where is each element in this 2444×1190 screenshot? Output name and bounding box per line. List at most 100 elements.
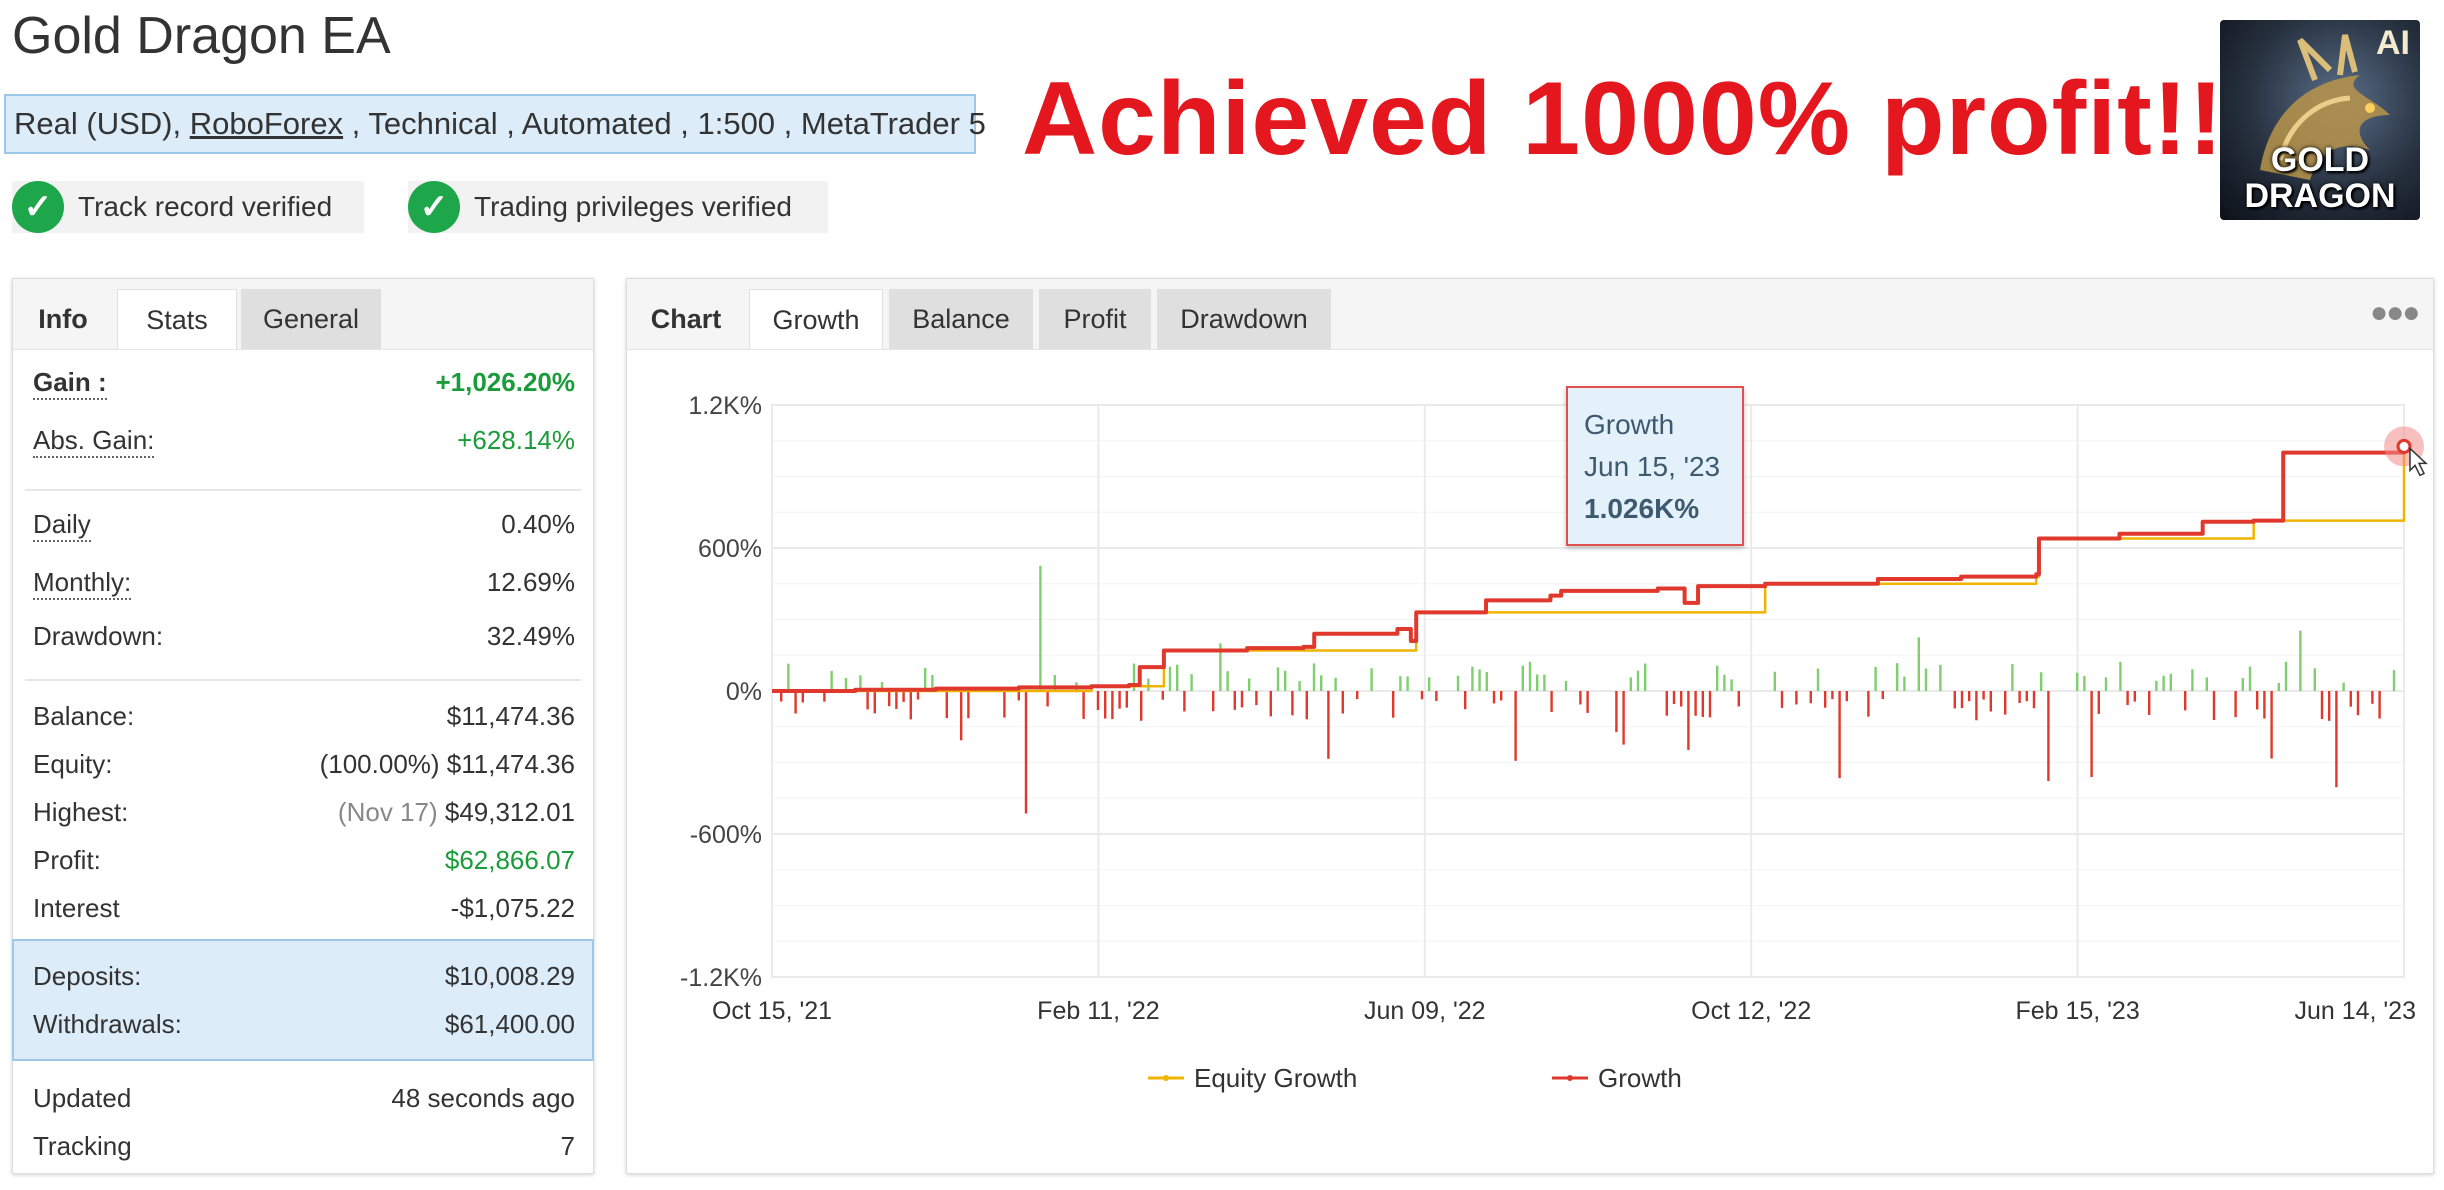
negative-bar (945, 691, 948, 719)
negative-bar (1680, 691, 1683, 707)
negative-bar (1694, 691, 1697, 716)
stat-value: 48 seconds ago (391, 1083, 575, 1113)
negative-bar (1291, 691, 1294, 716)
positive-bar (1723, 674, 1726, 691)
positive-bar (1053, 675, 1056, 691)
negative-bar (2133, 691, 2136, 702)
negative-bar (1615, 691, 1618, 733)
negative-bar (1831, 691, 1834, 700)
negative-bar (2018, 691, 2021, 704)
negative-bar (2097, 691, 2100, 714)
positive-bar (1485, 672, 1488, 691)
positive-bar (1816, 668, 1820, 691)
negative-bar (1111, 691, 1114, 720)
chart-panel: Chart Growth Balance Profit Drawdown (626, 278, 2434, 1174)
positive-bar (2076, 672, 2079, 691)
negative-bar (1420, 691, 1424, 700)
negative-bar (1017, 691, 1020, 701)
negative-bar (1233, 691, 1236, 710)
tab-drawdown[interactable]: Drawdown (1157, 289, 1331, 349)
stat-value: 12.69% (486, 567, 575, 597)
stat-label: Updated (33, 1083, 132, 1113)
negative-bar (2349, 691, 2352, 707)
negative-bar (1795, 691, 1798, 705)
positive-bar (924, 667, 927, 691)
tooltip-date: Jun 15, '23 (1584, 451, 1721, 482)
y-axis-ticks: 1.2K% 600% 0% -600% -1.2K% (680, 392, 762, 992)
page-title: Gold Dragon EA (12, 7, 391, 65)
negative-bar (916, 691, 920, 700)
positive-bar (931, 675, 934, 691)
negative-bar (960, 691, 963, 741)
negative-bar (1500, 691, 1503, 701)
negative-bar (1212, 691, 1215, 712)
logo-ai-text: AI (2376, 24, 2410, 62)
y-tick-label: 0% (726, 678, 762, 706)
positive-bar (1543, 674, 1546, 691)
positive-bar (2248, 666, 2252, 691)
stat-value: -$1,075.22 (450, 893, 575, 923)
x-tick-label: Feb 15, '23 (2015, 997, 2139, 1025)
negative-bar (1975, 691, 1978, 721)
negative-bar (902, 691, 905, 702)
negative-bar (1327, 691, 1330, 759)
tab-general[interactable]: General (241, 289, 381, 349)
positive-bar (2011, 664, 2014, 691)
tab-info[interactable]: Info (38, 304, 88, 334)
positive-bar (1132, 663, 1136, 691)
negative-bar (1118, 691, 1121, 709)
negative-bar (2270, 691, 2273, 759)
growth-line (772, 446, 2406, 693)
positive-bar (1219, 643, 1222, 691)
positive-bar (2083, 676, 2086, 691)
stat-label[interactable]: Monthly: (33, 567, 132, 600)
negative-bar (1514, 691, 1517, 761)
negative-bar (780, 691, 783, 702)
positive-bar (1334, 677, 1337, 691)
positive-bar (1564, 681, 1568, 691)
negative-bar (2256, 691, 2259, 710)
positive-bar (2169, 673, 2172, 691)
positive-bar (1456, 675, 1460, 691)
stat-label[interactable]: Abs. Gain: (33, 425, 155, 458)
broker-link[interactable]: RoboForex (189, 106, 344, 141)
positive-bar (2313, 668, 2316, 691)
negative-bar (2004, 691, 2007, 715)
tab-balance[interactable]: Balance (889, 289, 1033, 349)
stat-label[interactable]: Gain : (33, 367, 107, 400)
positive-bar (1644, 663, 1647, 691)
tab-stats[interactable]: Stats (117, 289, 237, 349)
tab-growth[interactable]: Growth (749, 289, 883, 349)
negative-bar (895, 691, 898, 709)
positive-bar (1896, 663, 1899, 691)
x-tick-label: Oct 15, '21 (712, 997, 832, 1025)
negative-bar (801, 691, 804, 703)
badge-label: Trading privileges verified (474, 191, 792, 222)
more-dots-icon[interactable]: ●●● (2370, 296, 2420, 329)
negative-bar (2126, 691, 2129, 706)
stat-value: $11,474.36 (446, 701, 575, 731)
negative-bar (2212, 691, 2216, 720)
x-tick-label: Jun 14, '23 (2294, 997, 2416, 1025)
negative-bar (1968, 691, 1971, 702)
negative-bar (1953, 691, 1956, 709)
negative-bar (2356, 691, 2360, 716)
negative-bar (1003, 691, 1006, 718)
negative-bar (1082, 691, 1085, 719)
stat-label: Highest: (33, 797, 129, 827)
positive-bar (787, 663, 790, 691)
tab-profit[interactable]: Profit (1039, 289, 1151, 349)
negative-bar (1622, 691, 1625, 745)
stat-label[interactable]: Daily (33, 509, 91, 542)
negative-bar (2335, 691, 2338, 788)
negative-bar (1824, 691, 1827, 708)
negative-bar (1161, 691, 1164, 700)
track-record-badge: ✓ Track record verified (12, 181, 364, 233)
negative-bar (2047, 691, 2050, 781)
negative-bar (1269, 691, 1272, 717)
positive-bar (1226, 671, 1229, 691)
negative-bar (1305, 691, 1308, 720)
negative-bar (1845, 691, 1848, 702)
negative-bar (1687, 691, 1690, 750)
negative-bar (1464, 691, 1467, 710)
